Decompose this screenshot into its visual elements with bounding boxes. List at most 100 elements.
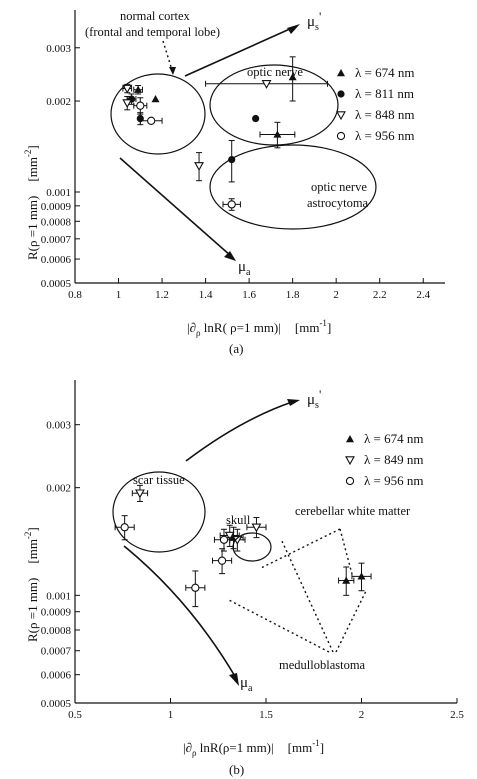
annotation-cerebellar: cerebellar white matter [295,504,411,518]
y-tick-label: 0.0008 [41,625,72,637]
legend-label: λ = 674 nm [355,65,415,80]
mu-a-label-a: μa [238,259,251,278]
legend-label: λ = 956 nm [364,473,424,488]
panel-a-legend: λ = 674 nm λ = 811 nm λ = 848 nm λ = 956 nm [336,65,415,143]
panel-b-markers [114,484,372,608]
x-tick-label: 1.4 [199,289,213,301]
y-tick-label: 0.0008 [41,216,72,228]
x-tick-label: 1.5 [259,709,273,721]
y-tick-label: 0.001 [46,590,71,602]
legend-label: λ = 849 nm [364,452,424,467]
annotation-frontal-temporal: (frontal and temporal lobe) [85,25,220,39]
data-point [120,523,129,532]
panel-b-axes: 0.5 1 1.5 2 2.5 0.0005 0.0006 0.0007 0.0008 0.000… [41,380,464,721]
medullo-pointer-1 [226,598,330,653]
annotation-optic-nerve: optic nerve [247,65,303,79]
medullo-pointer-3 [335,590,367,653]
legend-label: λ = 674 nm [364,431,424,446]
caption-a: (a) [229,341,243,356]
x-tick-label: 1 [168,709,174,721]
legend-marker [337,90,345,98]
data-point [136,101,145,110]
optic-nerve-ellipse [209,64,339,146]
x-tick-label: 0.8 [68,289,82,301]
mu-a-arrowhead-b [229,673,239,686]
mu-a-arrow-b [123,545,237,679]
normal-cortex-ellipse [110,73,206,155]
mu-s-label-a: μs' [307,9,321,33]
y-tick-label: 0.0009 [41,201,72,213]
cortex-pointer-head [169,67,176,75]
legend-marker [345,476,355,486]
panel-a-axes: 0.8 1 1.2 1.4 1.6 1.8 2 2.2 2.4 0.0005 0.0006 0.000… [41,10,445,301]
x-tick-label: 2.4 [416,289,430,301]
legend-label: λ = 956 nm [355,128,415,143]
y-axis-label-a: R(ρ =1 mm)[mm-2] [23,145,40,260]
legend-marker [346,435,354,443]
legend-label: λ = 811 nm [355,86,414,101]
annotation-skull: skull [226,513,251,527]
y-tick-label: 0.0007 [41,234,72,246]
panel-b: 0.5 1 1.5 2 2.5 0.0005 0.0006 0.0007 0.0008 0.000… [23,380,464,777]
x-tick-label: 1 [116,289,122,301]
medullo-pointer-2 [280,538,334,653]
x-tick-label: 2 [333,289,339,301]
x-tick-label: 0.5 [68,709,82,721]
y-tick-label: 0.002 [46,96,71,108]
mu-a-arrowhead-a [224,251,236,261]
astrocytoma-ellipse [209,144,377,230]
x-tick-label: 1.2 [155,289,169,301]
x-tick-label: 1.6 [242,289,256,301]
y-tick-label: 0.002 [46,483,71,495]
data-point [217,556,227,565]
legend-label: λ = 848 nm [355,107,415,122]
data-point [288,73,297,81]
y-tick-label: 0.003 [46,43,71,55]
panel-a-markers [122,56,328,211]
x-tick-label: 2 [359,709,365,721]
mu-s-arrow-b [185,401,293,462]
data-point [261,80,272,89]
annotation-astrocytoma: astrocytoma [307,196,369,210]
data-point [151,95,160,103]
y-tick-label: 0.0006 [41,670,72,682]
data-point [251,523,262,533]
caption-b: (b) [229,762,244,777]
y-tick-label: 0.0007 [41,646,72,658]
data-point [252,114,260,123]
data-point [134,85,143,93]
mu-a-arrow-a [119,157,232,257]
legend-marker [345,456,355,466]
y-axis-label-b: R(ρ =1 mm)[mm-2] [23,527,40,642]
panel-b-legend: λ = 674 nm λ = 849 nm λ = 956 nm [345,431,424,488]
annotation-medulloblastoma: medulloblastoma [279,658,366,672]
legend-marker [337,69,345,77]
legend-marker [336,111,346,121]
annotation-normal-cortex: normal cortex [120,9,191,23]
mu-s-arrow-a [184,27,293,77]
annotation-scar-tissue: scar tissue [133,473,185,487]
y-tick-label: 0.0009 [41,607,72,619]
cerebellar-pointer-1 [260,528,341,569]
x-axis-label-a: |∂ρ lnR( ρ=1 mm)| [mm-1] [187,318,331,338]
data-point [342,576,351,584]
y-tick-label: 0.003 [46,420,71,432]
y-tick-label: 0.0006 [41,254,72,266]
y-tick-label: 0.001 [46,187,71,199]
x-tick-label: 2.5 [450,709,464,721]
mu-s-arrowhead-b [287,399,300,406]
data-point [357,572,366,580]
legend-marker [336,131,346,141]
mu-s-arrowhead-a [287,24,300,34]
panel-a: 0.8 1 1.2 1.4 1.6 1.8 2 2.2 2.4 0.0005 0.0006 0.000… [23,9,445,356]
data-point [122,84,133,94]
data-point [273,130,282,138]
annotation-optic-nerve-2: optic nerve [311,180,367,194]
data-point [194,162,204,172]
scar-tissue-ellipse [112,471,206,553]
data-point [227,200,236,209]
data-point [147,116,156,125]
cortex-pointer-arrow [162,40,173,71]
y-tick-label: 0.0005 [41,698,72,710]
